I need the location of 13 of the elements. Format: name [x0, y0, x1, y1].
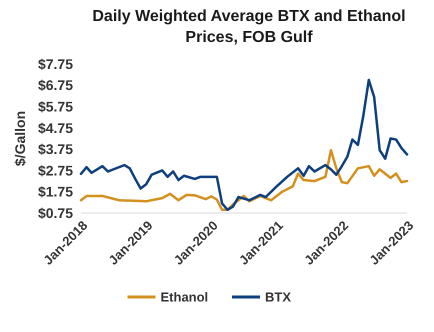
y-tick-label: $1.75	[38, 184, 74, 200]
y-axis-title: $/Gallon	[12, 110, 28, 166]
y-tick-label: $5.75	[38, 98, 74, 114]
y-tick-label: $0.75	[38, 204, 74, 221]
legend-label: Ethanol	[160, 290, 208, 305]
y-tick-label: $7.75	[38, 56, 74, 72]
y-tick-label: $6.75	[38, 77, 74, 94]
line-series	[80, 78, 408, 212]
legend-label: BTX	[265, 290, 292, 305]
y-tick-label: $2.75	[38, 162, 74, 178]
y-tick-label: $4.75	[38, 120, 74, 136]
y-tick-label: $3.75	[38, 141, 74, 158]
chart-title: Daily Weighted Average BTX and Ethanol Prices, FOB Gulf	[92, 8, 406, 46]
